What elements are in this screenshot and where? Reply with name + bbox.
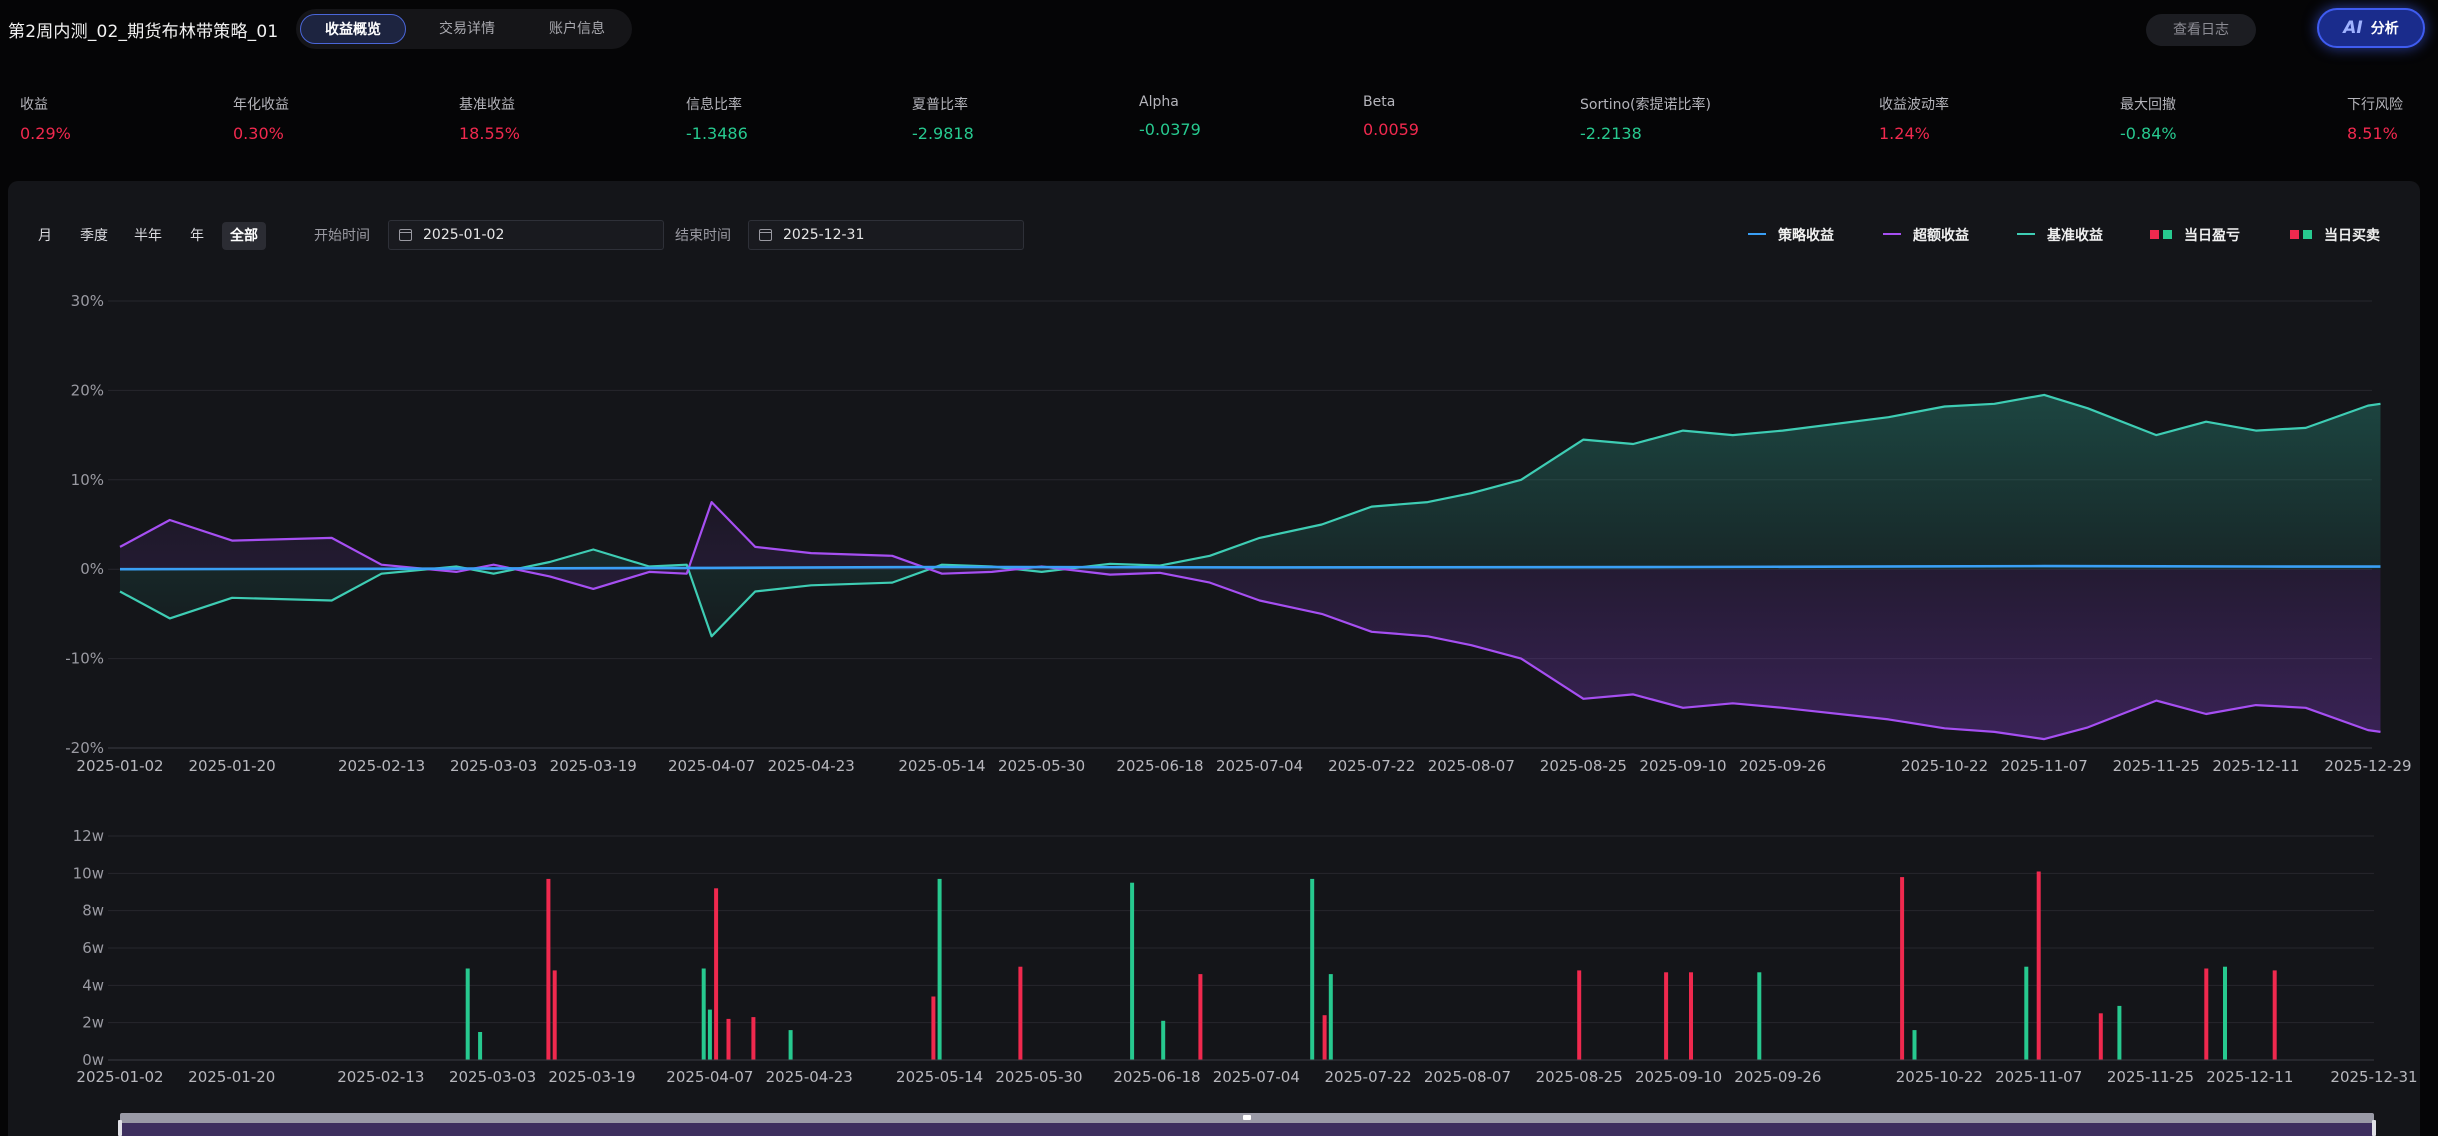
metric-label: 下行风险 [2347,97,2403,113]
metric-return: 收益 0.29% [20,94,71,143]
period-all[interactable]: 全部 [222,222,266,250]
metric-label: 收益 [20,97,48,113]
metric-value: 0.0059 [1363,120,1419,139]
end-date-input[interactable]: 2025-12-31 [748,220,1024,250]
legend-label: 当日买卖 [2324,228,2380,244]
metric-sortino-ratio: Sortino(索提诺比率) -2.2138 [1580,94,1711,143]
start-date-input[interactable]: 2025-01-02 [388,220,664,250]
metric-label: Sortino(索提诺比率) [1580,97,1711,113]
end-date-value: 2025-12-31 [783,227,865,243]
legend-daily-trades[interactable]: 当日买卖 [2290,226,2380,246]
metric-value: -2.2138 [1580,124,1642,143]
view-log-button[interactable]: 查看日志 [2146,14,2256,46]
legend-green-square-icon [2163,229,2172,239]
metric-volatility: 收益波动率 1.24% [1879,94,1949,143]
metric-downside-risk: 下行风险 8.51% [2347,94,2403,143]
metric-label: 收益波动率 [1879,97,1949,113]
start-date-label: 开始时间 [314,228,370,244]
metric-value: -0.84% [2120,124,2177,143]
legend-label: 超额收益 [1913,228,1969,244]
chart-panel [8,181,2420,1136]
metric-sharpe-ratio: 夏普比率 -2.9818 [912,94,974,143]
calendar-icon [759,229,772,241]
metric-benchmark-return: 基准收益 18.55% [459,94,520,143]
ai-icon: AI [2343,18,2363,38]
metric-value: -0.0379 [1139,120,1201,139]
metric-label: 信息比率 [686,97,742,113]
legend-daily-pnl[interactable]: 当日盈亏 [2150,226,2240,246]
legend-line-icon [1748,233,1766,235]
legend-benchmark-return[interactable]: 基准收益 [2017,226,2103,246]
metric-beta: Beta 0.0059 [1363,94,1419,139]
legend-line-icon [1883,233,1901,235]
tab-overview[interactable]: 收益概览 [300,14,406,44]
metric-label: Alpha [1139,94,1179,110]
metric-alpha: Alpha -0.0379 [1139,94,1201,139]
metric-information-ratio: 信息比率 -1.3486 [686,94,748,143]
ai-analysis-label: 分析 [2370,21,2399,37]
view-tabs: 收益概览 交易详情 账户信息 [296,9,632,49]
period-half-year[interactable]: 半年 [134,228,162,244]
end-date-label: 结束时间 [675,228,731,244]
ai-analysis-button[interactable]: AI 分析 [2317,8,2425,48]
metric-value: 0.30% [233,124,284,143]
metric-label: 夏普比率 [912,97,968,113]
start-date-value: 2025-01-02 [423,227,505,243]
top-bar: 第2周内测_02_期货布林带策略_01 收益概览 交易详情 账户信息 查看日志 … [0,0,2438,60]
metric-value: 0.29% [20,124,71,143]
period-year[interactable]: 年 [190,228,204,244]
tab-account-info[interactable]: 账户信息 [549,21,605,37]
metric-max-drawdown: 最大回撤 -0.84% [2120,94,2177,143]
calendar-icon [399,229,412,241]
legend-red-square-icon [2150,229,2159,239]
metric-value: -1.3486 [686,124,748,143]
strategy-title: 第2周内测_02_期货布林带策略_01 [8,22,279,42]
legend-label: 基准收益 [2047,228,2103,244]
tab-trade-details[interactable]: 交易详情 [439,21,495,37]
metric-value: -2.9818 [912,124,974,143]
metric-label: 年化收益 [233,97,289,113]
legend-label: 策略收益 [1778,228,1834,244]
metric-annualized-return: 年化收益 0.30% [233,94,289,143]
legend-green-square-icon [2303,229,2312,239]
legend-line-icon [2017,233,2035,235]
metric-value: 1.24% [1879,124,1930,143]
metric-label: 基准收益 [459,97,515,113]
period-quarter[interactable]: 季度 [80,228,108,244]
metric-value: 18.55% [459,124,521,143]
legend-red-square-icon [2290,229,2299,239]
legend-strategy-return[interactable]: 策略收益 [1748,226,1834,246]
period-month[interactable]: 月 [38,228,52,244]
metric-value: 8.51% [2347,124,2398,143]
legend-excess-return[interactable]: 超额收益 [1883,226,1969,246]
legend-label: 当日盈亏 [2184,228,2240,244]
metric-label: Beta [1363,94,1396,110]
metric-label: 最大回撤 [2120,97,2176,113]
